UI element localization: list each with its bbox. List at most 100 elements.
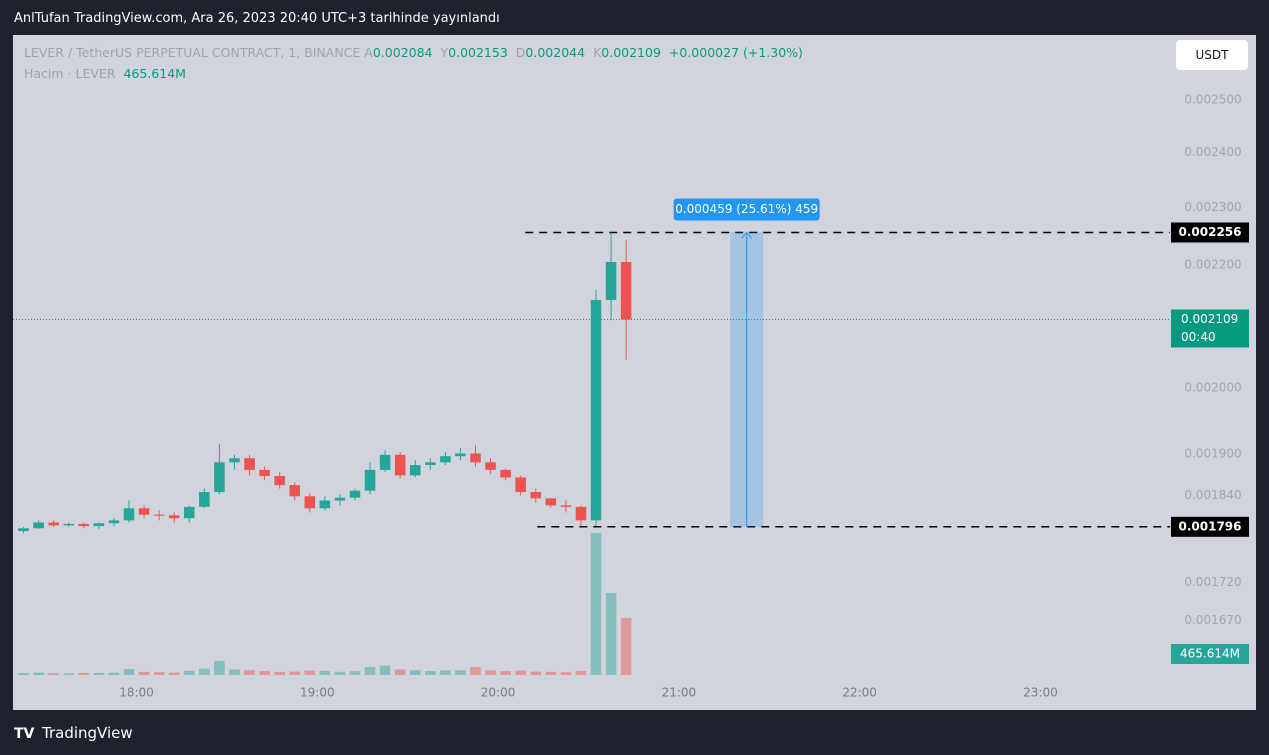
x-tick-label: 18:00 — [119, 686, 154, 700]
volume-bar — [63, 673, 75, 675]
volume-bar — [364, 667, 376, 675]
volume-bar — [214, 660, 225, 675]
y-tick-label: 0.002300 — [1184, 200, 1241, 214]
currency-button[interactable]: USDT — [1176, 40, 1248, 70]
volume-bar — [168, 672, 180, 675]
volume-bar — [108, 672, 120, 675]
x-tick-label: 23:00 — [1023, 686, 1058, 700]
candle-body — [590, 300, 602, 521]
volume-bar — [605, 592, 617, 675]
candle-body — [93, 523, 105, 527]
volume-bar — [123, 669, 135, 675]
volume-legend: Hacim · LEVER 465.614M — [24, 66, 190, 81]
volume-bar — [93, 673, 105, 675]
candle-body — [379, 454, 391, 470]
level-label: 0.002256 — [1178, 225, 1241, 239]
candle-body — [153, 514, 165, 516]
candle-body — [605, 262, 617, 301]
volume-bar — [394, 669, 406, 675]
y-tick-label: 0.001840 — [1184, 488, 1241, 502]
volume-bar — [560, 672, 572, 675]
candle-body — [409, 465, 421, 476]
x-tick-label: 21:00 — [662, 686, 697, 700]
measure-label: 0.000459 (25.61%) 459 — [675, 202, 818, 216]
candle-body — [229, 458, 240, 463]
candle-body — [108, 520, 120, 524]
candle-body — [168, 515, 180, 519]
volume-bar — [259, 671, 270, 675]
candle-body — [319, 500, 331, 509]
candle-body — [274, 476, 285, 486]
volume-bar — [485, 670, 496, 675]
candle-body — [470, 453, 481, 463]
y-tick-label: 0.002200 — [1184, 257, 1241, 271]
candle-body — [289, 485, 300, 497]
candle-body — [18, 528, 29, 532]
volume-bar — [620, 618, 632, 675]
volume-bar — [33, 672, 44, 675]
price-label: 0.002109 — [1181, 312, 1238, 326]
candle-body — [425, 462, 436, 466]
y-tick-label: 0.002500 — [1184, 92, 1241, 106]
open: 0.002084 — [372, 45, 433, 60]
volume-bar — [138, 671, 150, 675]
y-tick-label: 0.001900 — [1184, 447, 1241, 461]
y-tick-label: 0.001720 — [1184, 575, 1241, 589]
volume-bar — [470, 667, 481, 675]
candle-body — [244, 458, 255, 470]
candle-body — [334, 497, 346, 501]
volume-bar — [545, 671, 557, 675]
volume-bar — [440, 670, 451, 675]
candle-body — [455, 453, 466, 457]
measure-arrow-head — [741, 231, 753, 239]
volume-bar — [48, 673, 59, 675]
candle-body — [500, 469, 511, 478]
volume-bar — [199, 668, 210, 675]
x-tick-label: 20:00 — [481, 686, 516, 700]
level-marker — [1171, 516, 1249, 537]
legend-row: LEVER / TetherUS PERPETUAL CONTRACT, 1, … — [24, 45, 807, 60]
volume-marker-label: 465.614M — [1180, 647, 1240, 661]
candle-body — [123, 508, 135, 521]
footer-brand: TradingView — [42, 724, 133, 742]
volume-bar — [319, 670, 331, 675]
level-marker — [1171, 222, 1249, 243]
y-tick-label: 0.002000 — [1184, 380, 1241, 394]
volume-bar — [575, 670, 587, 675]
low-label: D — [515, 45, 526, 60]
volume-bar — [590, 532, 602, 675]
candle-body — [530, 492, 542, 499]
countdown: 00:40 — [1181, 330, 1216, 344]
candle-body — [440, 456, 451, 463]
logo-icon: TV — [14, 726, 35, 742]
volume-bar — [78, 672, 90, 675]
candle-body — [545, 498, 557, 506]
volume-marker — [1171, 644, 1249, 664]
volume-bar — [425, 671, 436, 675]
y-tick-label: 0.001670 — [1184, 613, 1241, 627]
x-tick-label: 22:00 — [842, 686, 877, 700]
candle-body — [33, 522, 44, 529]
candle-body — [620, 262, 632, 320]
candle-body — [138, 508, 150, 515]
symbol: LEVER / TetherUS PERPETUAL CONTRACT, 1, … — [24, 45, 361, 60]
volume-bar — [289, 671, 300, 675]
candle-body — [183, 506, 195, 519]
candle-body — [63, 523, 75, 526]
candle-body — [560, 505, 572, 507]
measure-label-box — [673, 198, 820, 221]
chart-panel — [13, 35, 1256, 710]
volume-name: Hacim · LEVER — [24, 66, 116, 81]
candle-body — [48, 522, 59, 526]
volume-value: 465.614M — [123, 66, 186, 81]
volume-bar — [153, 672, 165, 675]
candle-body — [349, 490, 361, 498]
level-label: 0.001796 — [1178, 519, 1241, 533]
volume-bar — [244, 670, 255, 675]
close: 0.002109 — [601, 45, 661, 60]
volume-bar — [409, 670, 421, 675]
candle-body — [515, 477, 526, 493]
candle-body — [575, 506, 587, 521]
